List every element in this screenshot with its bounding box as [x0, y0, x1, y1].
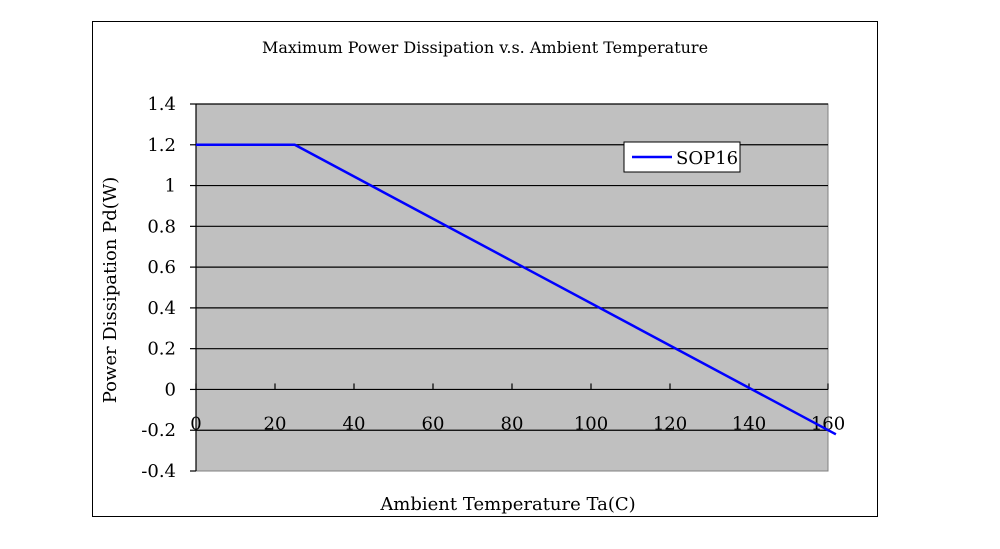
y-tick-label: 0.8 — [147, 216, 176, 237]
y-axis-label: Power Dissipation Pd(W) — [100, 177, 121, 404]
chart-title: Maximum Power Dissipation v.s. Ambient T… — [262, 38, 708, 57]
series-line-sop16 — [196, 143, 837, 436]
x-tick-label: 100 — [574, 413, 608, 434]
y-tick-label: 0.4 — [147, 298, 176, 319]
x-axis-label: Ambient Temperature Ta(C) — [379, 494, 635, 515]
x-tick-label: 160 — [811, 413, 845, 434]
x-tick-label: 40 — [343, 413, 366, 434]
x-tick-label: 20 — [264, 413, 287, 434]
y-tick-label: 1.4 — [147, 94, 176, 115]
y-tick-label: 1 — [165, 176, 176, 197]
y-tick-label: 0.2 — [147, 339, 176, 360]
y-tick-label: 0.6 — [147, 257, 176, 278]
y-tick-label: 0 — [165, 379, 176, 400]
legend: SOP16 — [623, 141, 741, 173]
x-tick-label: 60 — [422, 413, 445, 434]
legend-label: SOP16 — [676, 148, 738, 169]
x-tick-label: 80 — [501, 413, 524, 434]
x-tick-label: 140 — [732, 413, 766, 434]
x-tick-label: 120 — [653, 413, 687, 434]
y-tick-label: 1.2 — [147, 135, 176, 156]
x-tick-label: 0 — [190, 413, 201, 434]
y-tick-label: -0.4 — [141, 461, 176, 482]
y-tick-label: -0.2 — [141, 420, 176, 441]
